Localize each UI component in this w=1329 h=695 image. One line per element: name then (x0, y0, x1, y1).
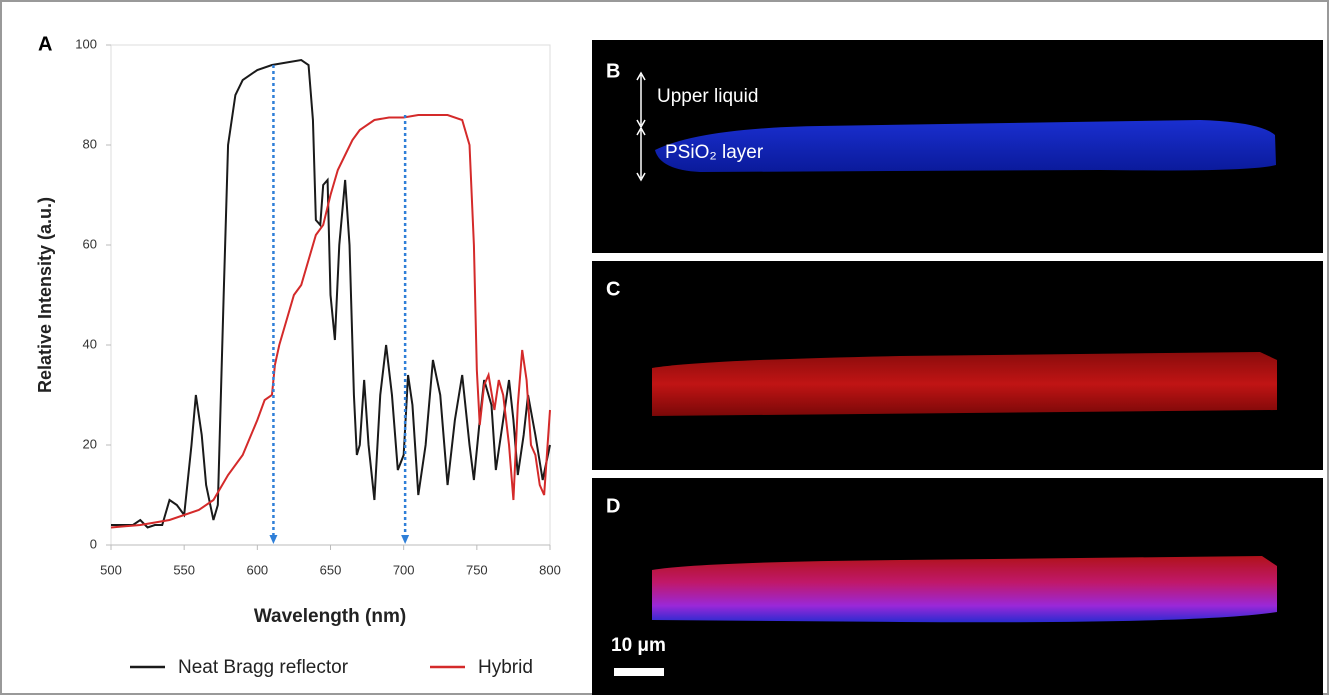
scale-bar (614, 668, 664, 676)
series-line (110, 114, 551, 529)
y-tick-label: 0 (90, 536, 97, 551)
layer-arrows (636, 71, 646, 182)
panel-label: A (38, 33, 52, 55)
series-line (111, 58, 551, 529)
x-tick-label: 700 (393, 562, 415, 577)
red-layer (652, 352, 1277, 416)
annotation: Upper liquid (657, 86, 758, 107)
arrow-head (269, 535, 278, 544)
x-tick-label: 500 (100, 562, 122, 577)
y-axis-title: Relative Intensity (a.u.) (35, 197, 55, 393)
x-tick-label: 600 (246, 562, 268, 577)
legend-label: Hybrid (478, 657, 533, 678)
y-tick-label: 100 (75, 36, 97, 51)
x-tick-label: 800 (539, 562, 561, 577)
y-tick-label: 80 (83, 136, 97, 151)
annotation: PSiO₂ layer (665, 142, 764, 163)
blue-layer (655, 120, 1276, 172)
merged-layer (652, 556, 1277, 623)
x-tick-label: 750 (466, 562, 488, 577)
arrow-head (401, 535, 410, 544)
y-tick-label: 20 (83, 436, 97, 451)
x-axis-title: Wavelength (nm) (254, 606, 406, 627)
panel-label: C (606, 278, 620, 300)
y-tick-label: 40 (83, 336, 97, 351)
scale-label: 10 μm (611, 635, 666, 656)
x-tick-label: 650 (320, 562, 342, 577)
panel-label: B (606, 60, 620, 82)
panel-label: D (606, 495, 620, 517)
y-tick-label: 60 (83, 236, 97, 251)
legend-label: Neat Bragg reflector (178, 657, 349, 678)
x-tick-label: 550 (173, 562, 195, 577)
